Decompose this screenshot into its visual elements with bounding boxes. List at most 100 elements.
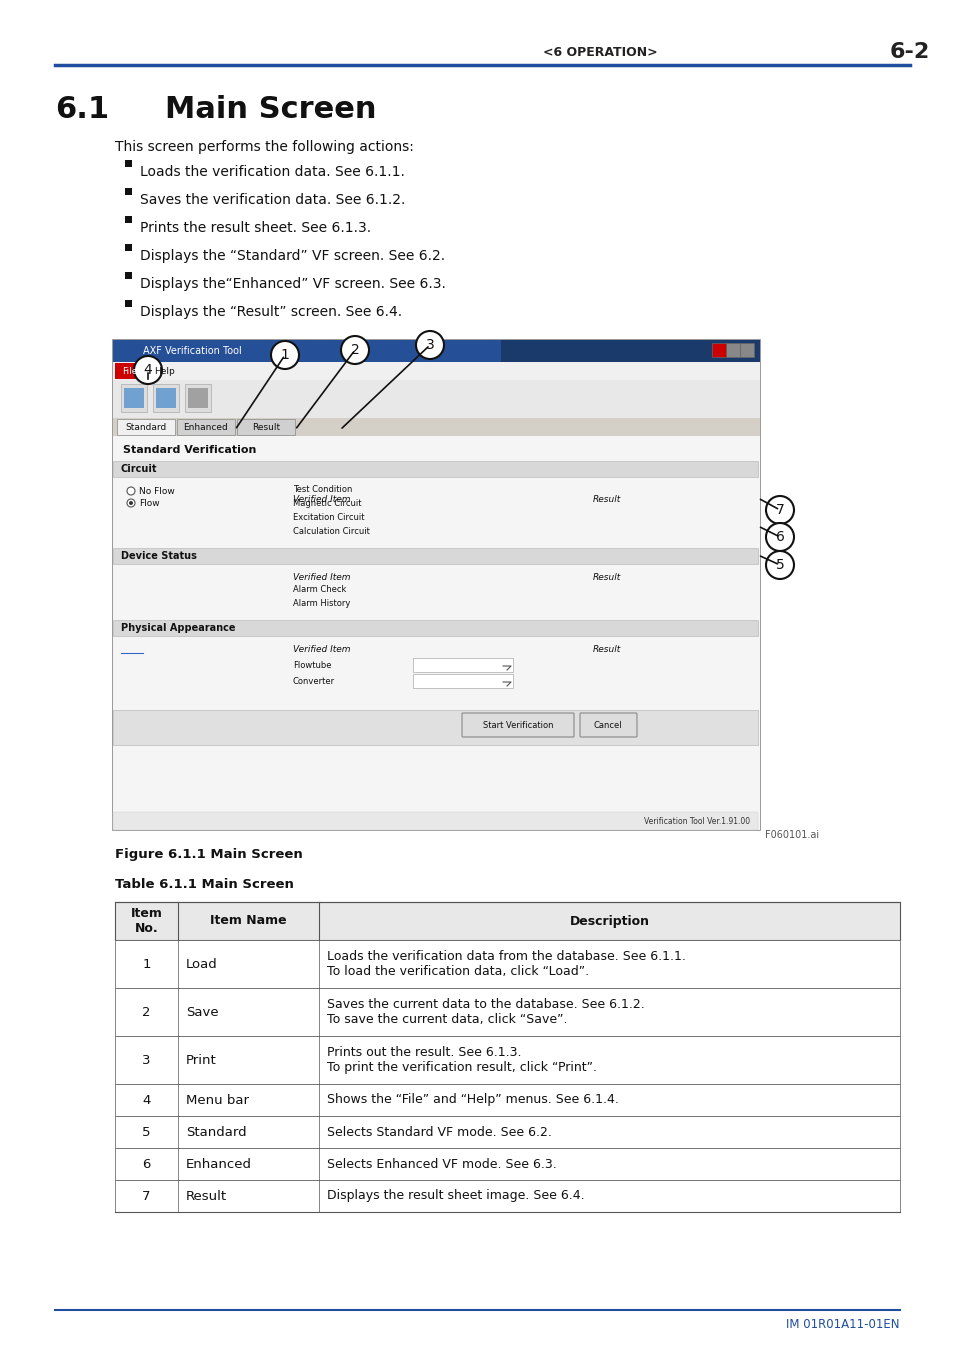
Bar (711, 343, 725, 356)
Bar (125, 300, 132, 306)
Text: 5: 5 (775, 558, 783, 572)
Text: Menu bar: Menu bar (186, 1094, 249, 1107)
Text: Save: Save (186, 1006, 218, 1018)
Text: 7: 7 (775, 504, 783, 517)
Text: Loads the verification data from the database. See 6.1.1.: Loads the verification data from the dat… (327, 949, 685, 963)
Text: Prints the result sheet. See 6.1.3.: Prints the result sheet. See 6.1.3. (140, 221, 371, 235)
Text: Cancel: Cancel (593, 721, 621, 729)
Text: Loads the verification data. See 6.1.1.: Loads the verification data. See 6.1.1. (140, 165, 404, 180)
Bar (112, 548, 758, 564)
Bar (125, 216, 132, 223)
Text: Figure 6.1.1 Main Screen: Figure 6.1.1 Main Screen (115, 848, 302, 861)
Bar (152, 383, 179, 412)
Bar (112, 811, 758, 830)
Circle shape (133, 356, 162, 383)
Text: Standard: Standard (125, 423, 167, 432)
Text: Alarm Check: Alarm Check (293, 586, 346, 594)
Bar (112, 362, 760, 379)
Bar (413, 674, 513, 688)
Text: 6-2: 6-2 (889, 42, 929, 62)
Text: 6: 6 (775, 531, 783, 544)
Text: Verification Tool Ver.1.91.00: Verification Tool Ver.1.91.00 (643, 817, 749, 825)
Text: To save the current data, click “Save”.: To save the current data, click “Save”. (327, 1014, 567, 1026)
Text: 5: 5 (142, 1126, 151, 1138)
Text: 6: 6 (142, 1157, 151, 1170)
Text: Circuit: Circuit (121, 464, 157, 474)
Bar (115, 1180, 899, 1212)
Circle shape (127, 487, 135, 495)
Text: This screen performs the following actions:: This screen performs the following actio… (115, 140, 414, 154)
Text: Device Status: Device Status (121, 551, 196, 562)
Bar (112, 710, 758, 745)
Bar (112, 340, 760, 830)
Text: Flow: Flow (139, 498, 159, 508)
Text: To load the verification data, click “Load”.: To load the verification data, click “Lo… (327, 965, 589, 979)
Circle shape (765, 551, 793, 579)
Text: Standard: Standard (186, 1126, 246, 1138)
Bar (115, 1116, 899, 1148)
Bar (125, 271, 132, 279)
Text: 3: 3 (142, 1053, 151, 1066)
Bar (112, 340, 500, 362)
Circle shape (765, 495, 793, 524)
Bar (740, 343, 753, 356)
Circle shape (127, 500, 135, 508)
Text: Displays the “Result” screen. See 6.4.: Displays the “Result” screen. See 6.4. (140, 305, 402, 319)
Bar (115, 363, 145, 379)
Bar (115, 1148, 899, 1180)
Text: Saves the current data to the database. See 6.1.2.: Saves the current data to the database. … (327, 998, 644, 1011)
Bar (124, 387, 144, 408)
Text: Converter: Converter (293, 678, 335, 687)
Text: Result: Result (593, 494, 620, 504)
Text: Item Name: Item Name (210, 914, 287, 927)
Circle shape (129, 501, 132, 505)
FancyBboxPatch shape (579, 713, 637, 737)
Text: Verified Item: Verified Item (293, 645, 350, 655)
Text: 2: 2 (351, 343, 359, 356)
Text: Displays the “Standard” VF screen. See 6.2.: Displays the “Standard” VF screen. See 6… (140, 248, 445, 263)
Text: AXF Verification Tool: AXF Verification Tool (143, 346, 241, 356)
Bar (117, 418, 174, 435)
Text: Magnetic Circuit: Magnetic Circuit (293, 498, 361, 508)
Circle shape (416, 331, 443, 359)
Bar (125, 161, 132, 167)
Text: Test Condition: Test Condition (293, 485, 352, 494)
Text: Prints out the result. See 6.1.3.: Prints out the result. See 6.1.3. (327, 1045, 521, 1058)
Text: Table 6.1.1 Main Screen: Table 6.1.1 Main Screen (115, 878, 294, 891)
Text: Load: Load (186, 957, 217, 971)
Bar (156, 387, 175, 408)
Text: Physical Appearance: Physical Appearance (121, 622, 235, 633)
Text: Selects Enhanced VF mode. See 6.3.: Selects Enhanced VF mode. See 6.3. (327, 1157, 557, 1170)
Text: ____: ____ (121, 645, 139, 655)
Bar (115, 902, 899, 940)
Text: Verified Item: Verified Item (293, 574, 350, 582)
Bar (112, 340, 760, 362)
Text: Displays the result sheet image. See 6.4.: Displays the result sheet image. See 6.4… (327, 1189, 584, 1203)
Text: Displays the“Enhanced” VF screen. See 6.3.: Displays the“Enhanced” VF screen. See 6.… (140, 277, 445, 292)
Text: Result: Result (593, 574, 620, 582)
Text: Standard Verification: Standard Verification (123, 446, 256, 455)
Text: Result: Result (252, 423, 280, 432)
Bar (125, 188, 132, 194)
FancyBboxPatch shape (461, 713, 574, 737)
Bar (236, 418, 294, 435)
Text: Saves the verification data. See 6.1.2.: Saves the verification data. See 6.1.2. (140, 193, 405, 207)
Text: Enhanced: Enhanced (186, 1157, 252, 1170)
Bar (115, 1084, 899, 1116)
Text: 1: 1 (142, 957, 151, 971)
Bar (121, 383, 147, 412)
Text: No Flow: No Flow (139, 486, 174, 495)
Text: Calculation Circuit: Calculation Circuit (293, 526, 370, 536)
Bar (125, 244, 132, 251)
Text: 1: 1 (280, 348, 289, 362)
Circle shape (340, 336, 369, 364)
Text: 3: 3 (425, 338, 434, 352)
Bar (725, 343, 740, 356)
Text: <6 OPERATION>: <6 OPERATION> (542, 46, 657, 58)
Bar (177, 418, 234, 435)
Text: Alarm History: Alarm History (293, 599, 350, 609)
Text: Verified Item: Verified Item (293, 494, 350, 504)
Bar (115, 940, 899, 988)
Text: 4: 4 (144, 363, 152, 377)
Text: Enhanced: Enhanced (183, 423, 228, 432)
